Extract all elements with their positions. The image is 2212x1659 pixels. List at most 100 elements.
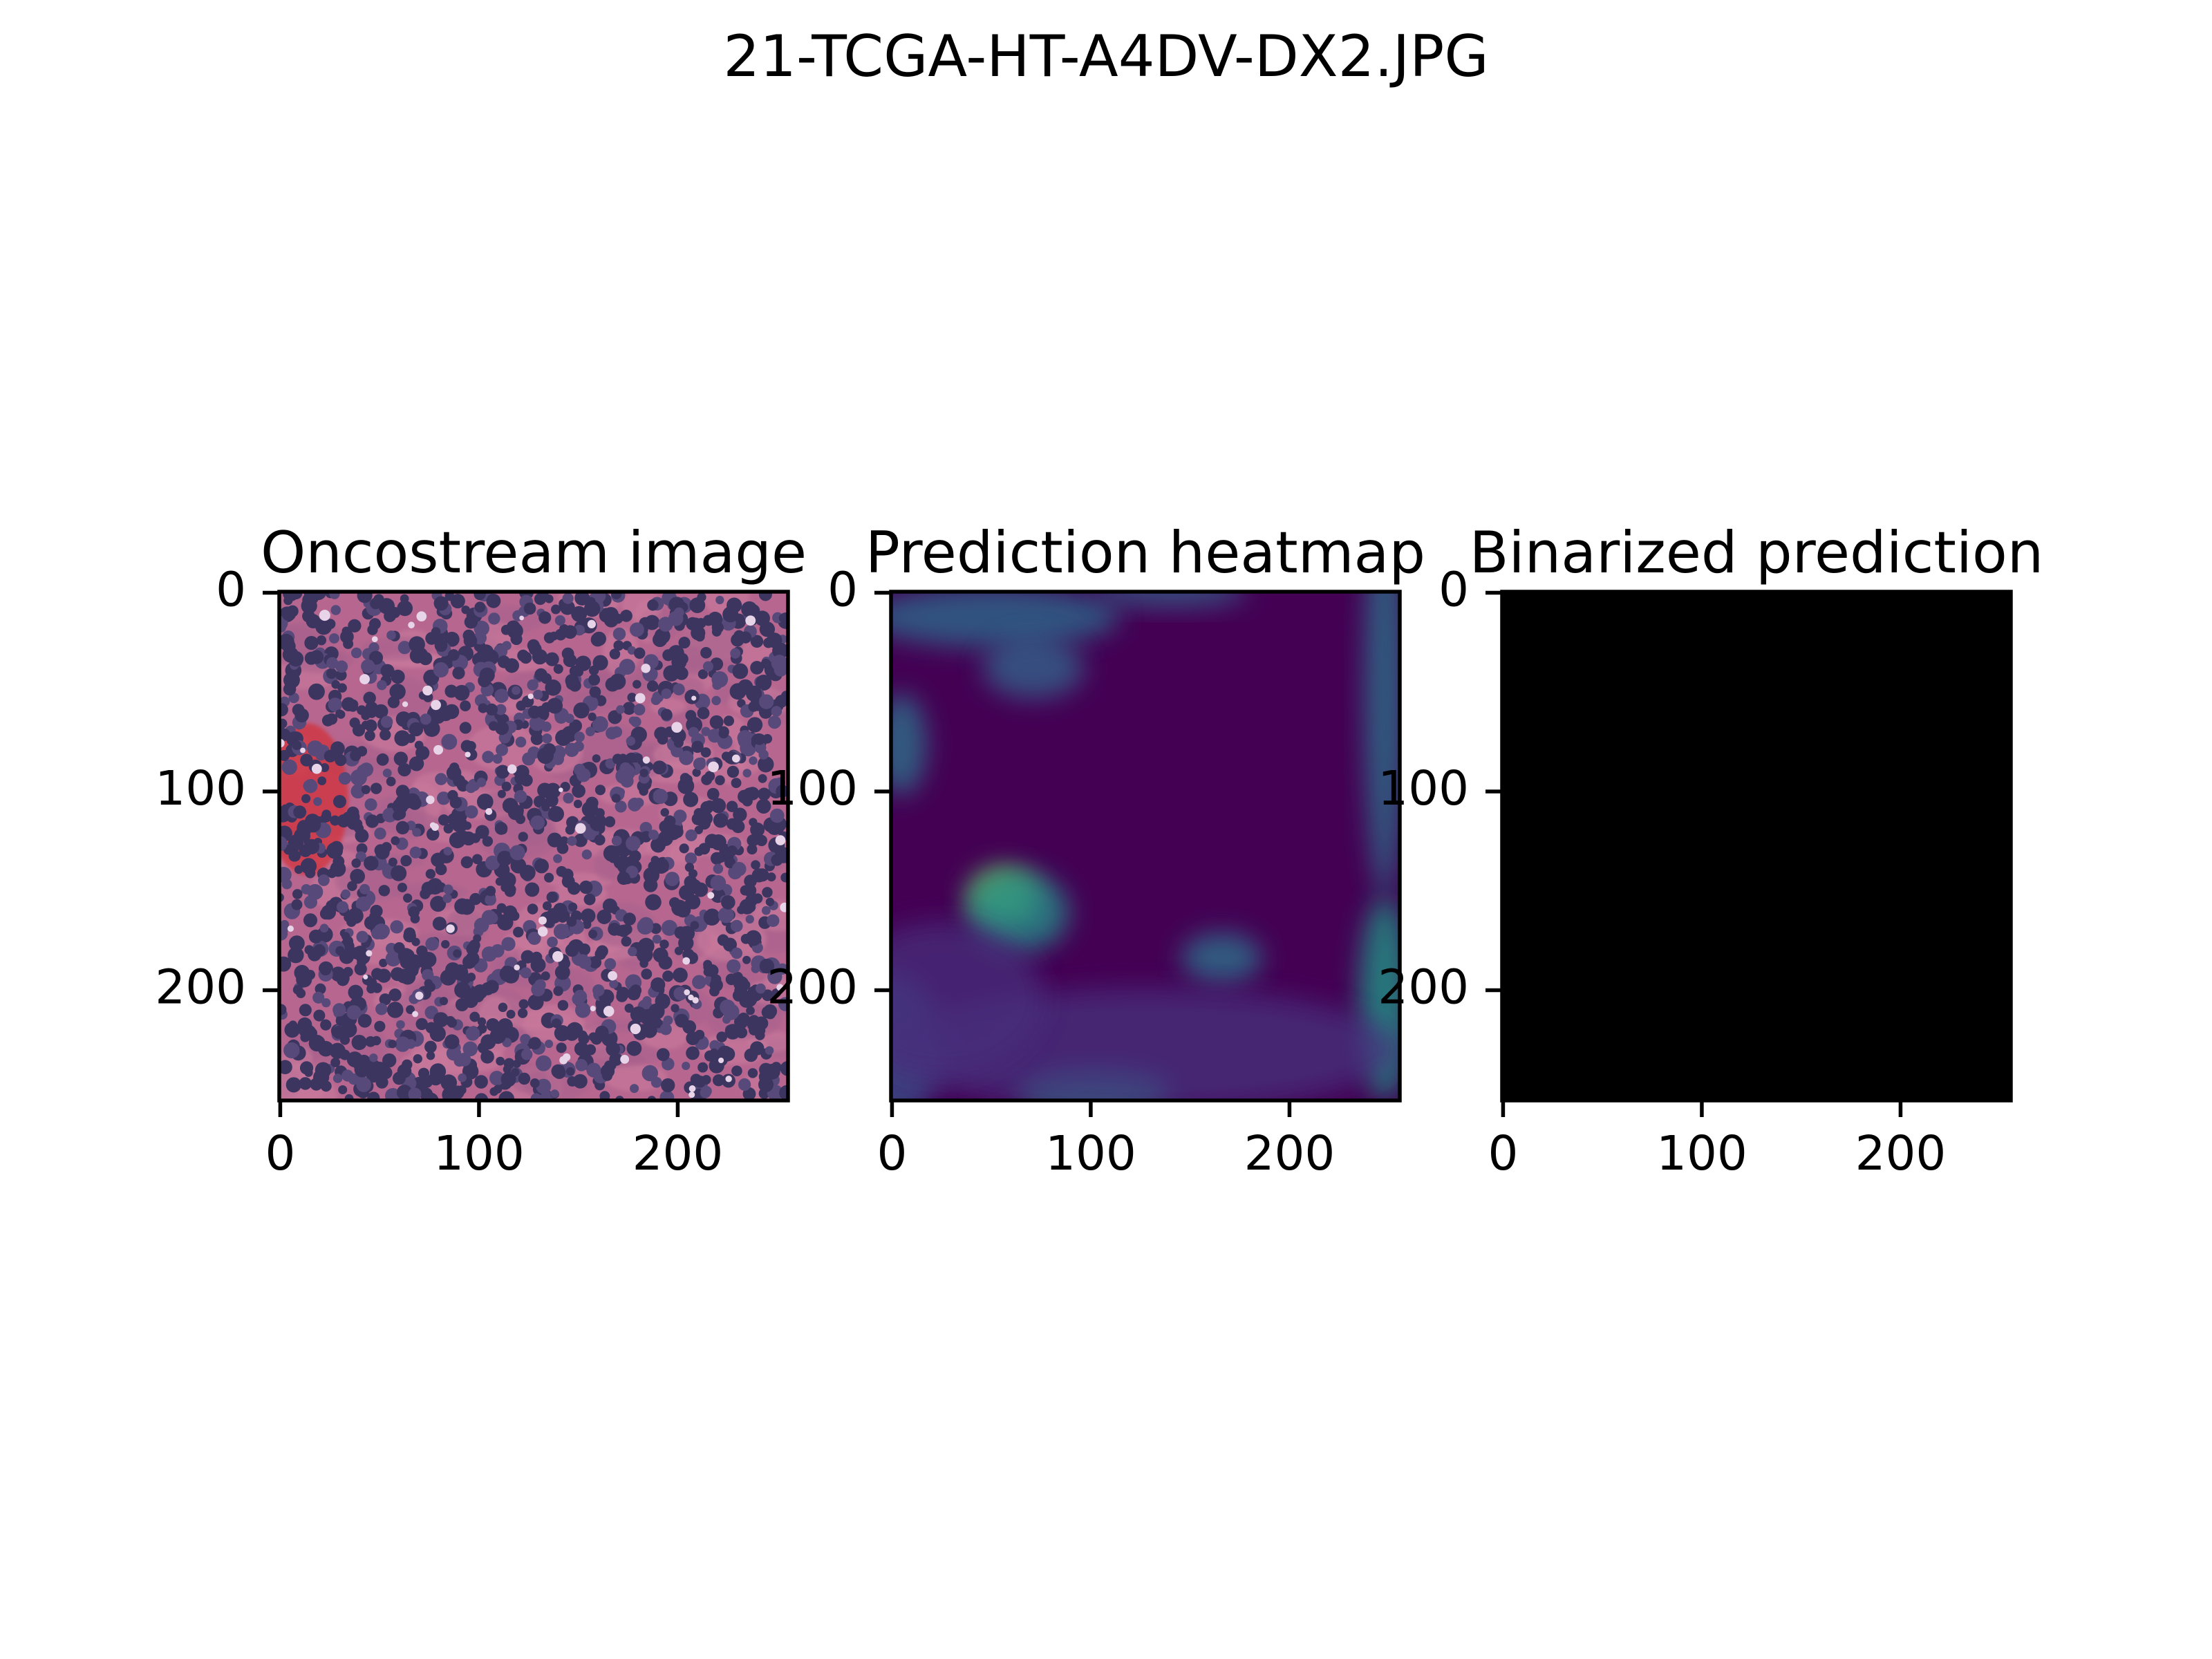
lumen <box>642 756 650 764</box>
nucleus <box>720 1047 735 1062</box>
nucleus <box>597 909 612 924</box>
nucleus <box>685 710 697 721</box>
nucleus <box>652 935 662 944</box>
lumen <box>431 823 439 831</box>
nucleus <box>426 827 440 841</box>
nucleus <box>700 646 712 659</box>
nucleus <box>565 944 579 957</box>
nucleus <box>650 695 662 705</box>
nucleus <box>657 830 673 846</box>
nucleus <box>497 850 513 866</box>
lumen <box>620 1055 630 1064</box>
nucleus <box>493 1085 503 1094</box>
nucleus <box>381 842 392 853</box>
nucleus <box>776 963 788 975</box>
lumen <box>692 997 699 1004</box>
y-tick-label: 100 <box>767 761 858 816</box>
nucleus <box>553 924 570 940</box>
nucleus <box>330 1058 341 1068</box>
nucleus <box>712 1074 725 1087</box>
nucleus <box>379 958 388 968</box>
image <box>1502 592 2011 1100</box>
nucleus <box>300 753 313 767</box>
nucleus <box>717 934 729 946</box>
nucleus <box>776 785 788 798</box>
nucleus <box>611 794 621 803</box>
nucleus <box>707 729 722 743</box>
nucleus <box>646 680 659 692</box>
nucleus <box>691 740 704 753</box>
nucleus <box>639 768 648 778</box>
nucleus <box>713 863 724 874</box>
nucleus <box>477 1017 487 1027</box>
nucleus <box>775 847 788 863</box>
lumen <box>446 924 455 933</box>
nucleus <box>500 872 516 888</box>
nucleus <box>474 592 486 601</box>
heat-blob <box>967 871 1069 953</box>
nucleus <box>330 841 344 855</box>
nucleus <box>520 1033 531 1045</box>
lumen <box>287 925 294 932</box>
nucleus <box>521 950 534 964</box>
nucleus <box>750 1041 765 1056</box>
nucleus <box>382 1053 397 1068</box>
nucleus <box>496 914 507 926</box>
nucleus <box>700 747 711 758</box>
nucleus <box>395 821 410 835</box>
lumen <box>587 619 597 628</box>
lumen <box>745 615 756 626</box>
nucleus <box>738 734 752 748</box>
nucleus <box>294 708 309 723</box>
nucleus <box>528 1037 541 1050</box>
nucleus <box>589 956 602 969</box>
nucleus <box>414 740 424 750</box>
nucleus <box>348 984 364 1000</box>
nucleus <box>402 968 413 980</box>
lumen <box>776 984 784 991</box>
nucleus <box>563 653 577 668</box>
nucleus <box>279 728 291 741</box>
nucleus <box>317 874 330 886</box>
nucleus <box>283 682 297 696</box>
nucleus <box>370 782 382 794</box>
nucleus <box>723 715 735 727</box>
nucleus <box>650 856 659 865</box>
nucleus <box>711 627 722 637</box>
nucleus <box>332 795 346 809</box>
nucleus <box>364 856 379 871</box>
nucleus <box>633 704 646 716</box>
suptitle: 21-TCGA-HT-A4DV-DX2.JPG <box>723 23 1488 90</box>
nucleus <box>378 885 391 897</box>
nucleus <box>350 868 365 884</box>
nucleus <box>501 781 512 791</box>
image <box>891 592 1400 1100</box>
nucleus <box>585 727 595 737</box>
nucleus <box>740 934 751 944</box>
nucleus <box>336 973 349 986</box>
nucleus <box>537 782 553 798</box>
lumen <box>559 1056 568 1065</box>
nucleus <box>469 1011 480 1022</box>
nucleus <box>592 716 608 733</box>
nucleus <box>313 1009 326 1022</box>
lumen <box>538 916 547 925</box>
nucleus <box>585 814 597 825</box>
nucleus <box>639 786 648 796</box>
nucleus <box>497 1018 513 1034</box>
nucleus <box>335 660 348 673</box>
lumen <box>507 764 517 774</box>
nucleus <box>391 865 407 881</box>
nucleus <box>716 1031 727 1042</box>
lumen <box>366 950 373 957</box>
nucleus <box>338 771 352 785</box>
nucleus <box>530 815 545 830</box>
nucleus <box>563 625 577 639</box>
nucleus <box>364 798 377 811</box>
nucleus <box>562 592 574 604</box>
nucleus <box>357 592 373 603</box>
nucleus <box>440 1074 458 1091</box>
nucleus <box>647 599 659 611</box>
nucleus <box>397 1064 412 1078</box>
